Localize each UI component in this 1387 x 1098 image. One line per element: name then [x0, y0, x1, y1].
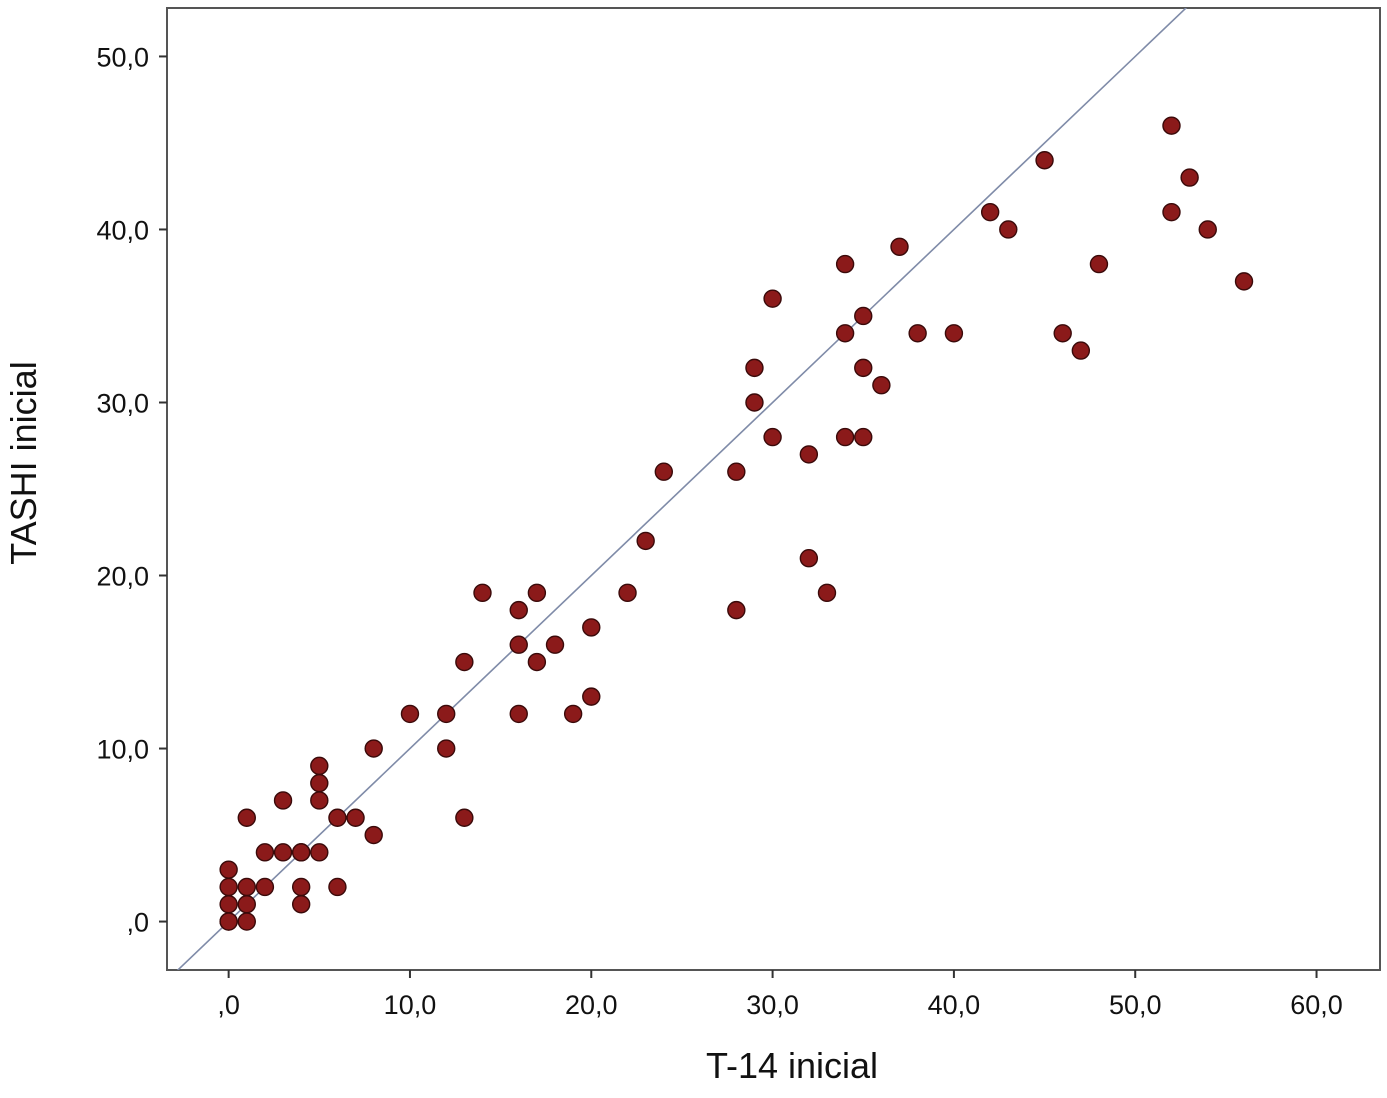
data-point: [509, 704, 528, 724]
data-point: [999, 220, 1018, 239]
data-point: [273, 791, 293, 810]
data-point: [582, 687, 601, 706]
data-point: [763, 427, 782, 447]
data-point: [1053, 324, 1072, 343]
data-point: [1071, 341, 1091, 360]
data-point: [527, 583, 547, 603]
y-tick-label: 20,0: [96, 562, 149, 592]
data-point: [563, 704, 583, 724]
data-point: [291, 895, 311, 914]
reference-line: [176, 8, 1188, 970]
data-point: [509, 635, 528, 654]
data-point: [1234, 272, 1254, 291]
data-point: [328, 877, 347, 897]
data-point: [745, 358, 764, 378]
data-point: [636, 531, 655, 551]
data-point: [890, 237, 909, 256]
x-tick-label: 30,0: [746, 990, 799, 1020]
data-point: [346, 808, 365, 827]
x-tick-label: 20,0: [565, 990, 618, 1020]
data-point: [328, 808, 347, 827]
data-point: [437, 739, 456, 758]
data-point: [799, 549, 819, 568]
data-point: [291, 877, 311, 897]
data-point: [237, 895, 256, 914]
data-point: [1180, 168, 1199, 187]
data-point: [727, 462, 746, 481]
data-point: [437, 704, 456, 724]
data-point: [854, 306, 873, 326]
data-point: [255, 843, 275, 862]
data-point: [473, 583, 492, 603]
data-point: [237, 808, 256, 827]
x-tick-label: 10,0: [384, 990, 437, 1020]
x-tick-label: ,0: [217, 990, 240, 1020]
data-point: [255, 877, 275, 897]
data-point: [219, 895, 238, 914]
data-point: [654, 462, 674, 481]
x-tick-label: 60,0: [1290, 990, 1343, 1020]
y-axis-title: TASHI inicial: [3, 361, 44, 564]
data-point: [455, 652, 474, 672]
data-point: [400, 704, 420, 724]
data-point: [310, 773, 329, 793]
data-point: [1035, 151, 1054, 170]
data-point: [237, 877, 256, 897]
data-point: [455, 808, 474, 827]
data-point: [509, 600, 528, 620]
data-point: [219, 860, 238, 879]
data-point: [310, 843, 329, 862]
data-point: [364, 739, 383, 758]
data-point: [944, 324, 964, 343]
data-point: [219, 912, 238, 931]
data-point: [835, 324, 855, 343]
data-point: [527, 652, 547, 672]
data-point: [854, 427, 873, 447]
data-point: [799, 445, 819, 464]
y-tick-label: 30,0: [96, 388, 149, 418]
data-point: [291, 843, 311, 862]
plot-area: [166, 7, 1381, 971]
data-point: [310, 756, 329, 776]
x-tick-label: 40,0: [928, 990, 981, 1020]
data-point: [727, 600, 746, 620]
x-axis-title: T-14 inicial: [706, 1045, 878, 1086]
data-point: [817, 583, 837, 603]
data-point: [273, 843, 293, 862]
data-point: [980, 202, 1000, 222]
data-point: [364, 825, 383, 845]
data-point: [618, 583, 637, 603]
data-point: [1198, 220, 1217, 239]
data-point: [835, 427, 855, 447]
x-tick-label: 50,0: [1109, 990, 1162, 1020]
y-tick-label: ,0: [126, 908, 149, 938]
data-point: [908, 324, 927, 343]
data-point: [854, 358, 873, 378]
y-tick-label: 40,0: [96, 215, 149, 245]
data-point: [582, 618, 601, 637]
data-point: [1162, 202, 1181, 222]
data-point: [219, 877, 238, 897]
data-point: [1162, 116, 1181, 135]
data-point: [545, 635, 565, 654]
data-point: [872, 375, 891, 395]
data-point: [835, 254, 855, 274]
data-point: [745, 393, 764, 412]
data-point: [237, 912, 256, 931]
data-point: [763, 289, 782, 308]
data-point: [1089, 254, 1109, 274]
y-tick-label: 50,0: [96, 42, 149, 72]
y-tick-label: 10,0: [96, 735, 149, 765]
data-point: [310, 791, 329, 810]
